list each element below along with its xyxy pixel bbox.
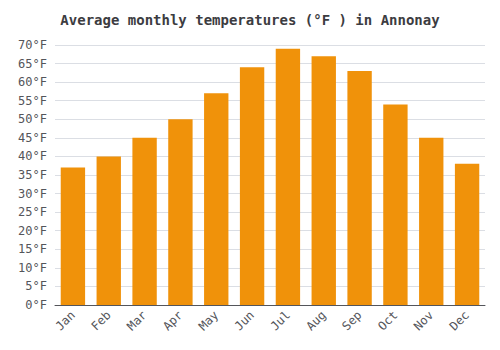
- svg-text:70°F: 70°F: [18, 38, 47, 52]
- svg-text:Dec: Dec: [447, 308, 472, 333]
- svg-text:35°F: 35°F: [18, 168, 47, 182]
- svg-text:Apr: Apr: [160, 308, 185, 333]
- svg-text:0°F: 0°F: [25, 298, 47, 312]
- svg-text:Mar: Mar: [124, 308, 149, 333]
- svg-text:65°F: 65°F: [18, 57, 47, 71]
- svg-text:Average monthly temperatures (: Average monthly temperatures (°F ) in An…: [60, 12, 440, 28]
- svg-text:20°F: 20°F: [18, 224, 47, 238]
- svg-text:Jan: Jan: [53, 308, 78, 333]
- svg-text:5°F: 5°F: [25, 279, 47, 293]
- svg-text:10°F: 10°F: [18, 261, 47, 275]
- svg-text:Feb: Feb: [88, 308, 113, 333]
- svg-text:50°F: 50°F: [18, 112, 47, 126]
- svg-text:55°F: 55°F: [18, 94, 47, 108]
- svg-text:25°F: 25°F: [18, 205, 47, 219]
- svg-text:60°F: 60°F: [18, 75, 47, 89]
- svg-text:30°F: 30°F: [18, 187, 47, 201]
- svg-text:Nov: Nov: [411, 308, 436, 333]
- svg-text:Jul: Jul: [268, 308, 293, 333]
- svg-text:Oct: Oct: [375, 308, 400, 333]
- svg-text:May: May: [196, 308, 221, 333]
- svg-text:Jun: Jun: [232, 308, 257, 333]
- svg-text:15°F: 15°F: [18, 242, 47, 256]
- svg-text:Aug: Aug: [303, 308, 328, 333]
- svg-text:45°F: 45°F: [18, 131, 47, 145]
- svg-text:40°F: 40°F: [18, 149, 47, 163]
- svg-text:Sep: Sep: [339, 308, 364, 333]
